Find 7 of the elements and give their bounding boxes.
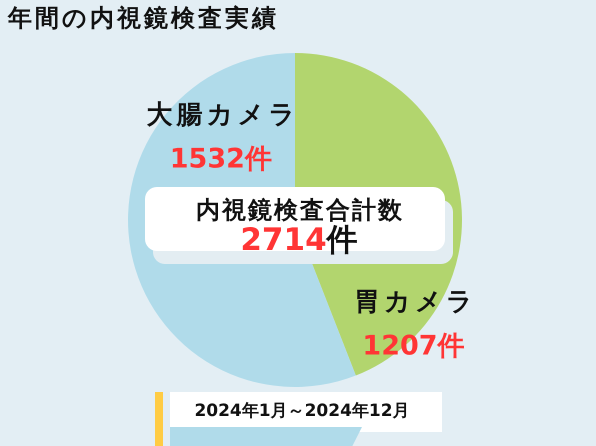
text: 2714件 (240, 222, 358, 258)
text: 内視鏡検査合計数 (196, 196, 404, 224)
data-label: 1532件 (170, 143, 272, 174)
slice-label: 大腸カメラ (146, 100, 300, 130)
text: 2024年1月～2024年12月 (194, 401, 410, 422)
chart-title: 年間の内視鏡検査実績 (8, 4, 279, 32)
slice-label: 胃カメラ (354, 287, 478, 318)
